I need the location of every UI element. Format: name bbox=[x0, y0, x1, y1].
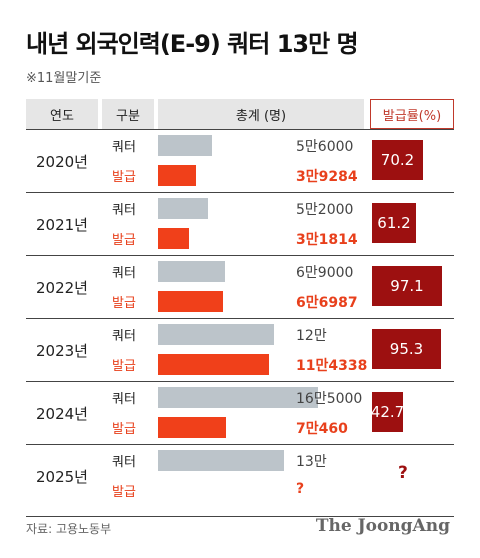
header-total: 총계 (명) bbox=[158, 99, 364, 129]
category-label-quota: 쿼터 bbox=[112, 140, 136, 155]
issued-value-label: ? bbox=[296, 481, 305, 497]
source-note: 자료: 고용노동부 bbox=[26, 522, 112, 536]
quota-value-label: 5만6000 bbox=[296, 139, 354, 155]
header-year: 연도 bbox=[26, 99, 98, 129]
category-label-issued: 발급 bbox=[112, 296, 136, 311]
issued-value-label: 3만1814 bbox=[296, 232, 358, 248]
quota-bar bbox=[158, 324, 274, 345]
quota-value-label: 13만 bbox=[296, 454, 327, 470]
rate-bar: 97.1 bbox=[372, 266, 442, 306]
year-label: 2020년 bbox=[36, 153, 88, 171]
category-label-quota: 쿼터 bbox=[112, 329, 136, 344]
quota-bar bbox=[158, 261, 225, 282]
row-divider bbox=[26, 255, 454, 256]
chart-title: 내년 외국인력(E-9) 쿼터 13만 명 bbox=[26, 30, 359, 58]
category-label-issued: 발급 bbox=[112, 233, 136, 248]
category-label-issued: 발급 bbox=[112, 359, 136, 374]
year-label: 2021년 bbox=[36, 216, 88, 234]
category-label-quota: 쿼터 bbox=[112, 266, 136, 281]
category-label-issued: 발급 bbox=[112, 170, 136, 185]
category-label-quota: 쿼터 bbox=[112, 392, 136, 407]
issued-bar bbox=[158, 228, 189, 249]
rate-bar: 61.2 bbox=[372, 203, 416, 243]
category-label-issued: 발급 bbox=[112, 485, 136, 500]
row-divider bbox=[26, 129, 454, 130]
quota-value-label: 5만2000 bbox=[296, 202, 354, 218]
issued-value-label: 6만6987 bbox=[296, 295, 358, 311]
row-divider bbox=[26, 192, 454, 193]
quota-bar bbox=[158, 198, 208, 219]
quota-value-label: 12만 bbox=[296, 328, 327, 344]
rate-unknown-label: ? bbox=[398, 463, 408, 483]
issued-bar bbox=[158, 165, 196, 186]
issued-value-label: 7만460 bbox=[296, 421, 348, 437]
rate-bar: 42.7 bbox=[371, 392, 404, 432]
quota-bar bbox=[158, 450, 284, 471]
year-label: 2023년 bbox=[36, 342, 88, 360]
header-category: 구분 bbox=[102, 99, 154, 129]
row-divider bbox=[26, 381, 454, 382]
category-label-quota: 쿼터 bbox=[112, 203, 136, 218]
category-label-quota: 쿼터 bbox=[112, 455, 136, 470]
row-divider bbox=[26, 318, 454, 319]
issued-value-label: 11만4338 bbox=[296, 358, 368, 374]
quota-bar bbox=[158, 135, 212, 156]
issued-bar bbox=[158, 291, 223, 312]
header-rate: 발급률(%) bbox=[370, 99, 454, 129]
brand-logo: The JoongAng bbox=[315, 516, 450, 536]
year-label: 2024년 bbox=[36, 405, 88, 423]
category-label-issued: 발급 bbox=[112, 422, 136, 437]
issued-bar bbox=[158, 354, 269, 375]
row-divider bbox=[26, 444, 454, 445]
rate-bar: 95.3 bbox=[372, 329, 441, 369]
chart-subtitle: ※11월말기준 bbox=[26, 71, 102, 86]
quota-value-label: 6만9000 bbox=[296, 265, 354, 281]
year-label: 2022년 bbox=[36, 279, 88, 297]
quota-bar bbox=[158, 387, 318, 408]
year-label: 2025년 bbox=[36, 468, 88, 486]
rate-bar: 70.2 bbox=[372, 140, 423, 180]
quota-value-label: 16만5000 bbox=[296, 391, 363, 407]
issued-bar bbox=[158, 417, 226, 438]
issued-value-label: 3만9284 bbox=[296, 169, 358, 185]
row-divider bbox=[26, 516, 454, 517]
